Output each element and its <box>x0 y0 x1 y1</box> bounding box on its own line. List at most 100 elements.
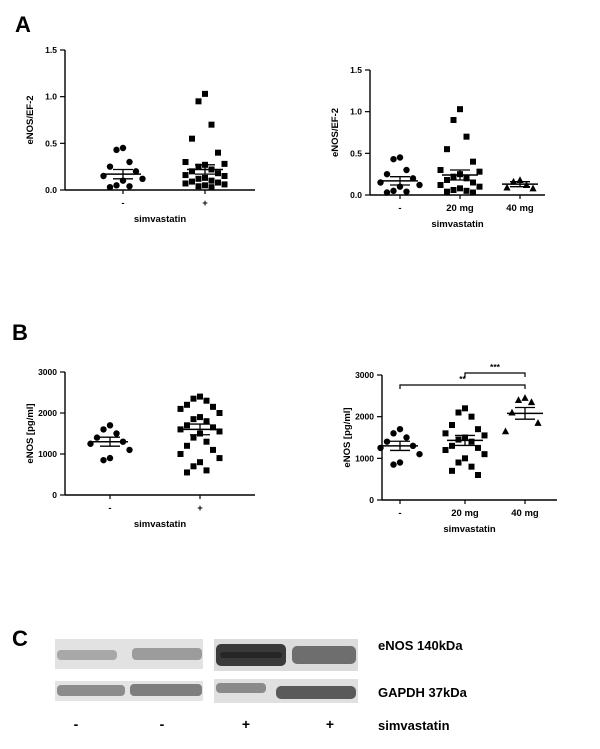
data-point <box>444 188 450 195</box>
data-point <box>215 179 221 186</box>
data-point <box>396 154 404 161</box>
data-point <box>203 418 210 425</box>
data-point <box>93 434 101 441</box>
data-point <box>455 409 462 416</box>
x-tick-label: + <box>202 198 208 209</box>
data-point <box>470 189 476 196</box>
data-point <box>202 90 208 97</box>
y-tick-label: 0.0 <box>45 185 57 195</box>
data-point <box>106 184 114 191</box>
y-tick-label: 0.5 <box>45 138 57 148</box>
data-point <box>216 455 223 462</box>
lane-label-4: + <box>325 716 335 732</box>
data-point <box>437 167 444 173</box>
data-point <box>195 175 202 182</box>
chart-b-right: 0 1000 2000 3000 eNOS [pg/ml] - 20 mg 40 mg simv… <box>342 362 557 535</box>
band-enos-lane4 <box>292 646 356 664</box>
blot-label-gapdh: GAPDH 37kDa <box>378 685 467 700</box>
data-point <box>442 430 449 437</box>
data-point <box>444 177 450 183</box>
data-point <box>442 447 449 453</box>
data-point <box>126 446 133 454</box>
data-point <box>383 438 391 445</box>
chart-b-left: 0 1000 2000 3000 eNOS [pg/ml] - + simvastatin <box>25 367 255 530</box>
panel-label-a: A <box>15 12 31 37</box>
data-point <box>463 133 470 140</box>
data-point <box>462 405 468 412</box>
data-point <box>403 188 410 195</box>
data-point <box>449 467 455 474</box>
data-point <box>203 397 210 404</box>
data-point <box>190 395 197 402</box>
y-axis-label: eNOS/EF-2 <box>25 95 36 144</box>
panel-label-b: B <box>12 320 28 345</box>
data-point <box>468 438 475 445</box>
significance-bracket <box>464 372 526 377</box>
y-tick-label: 2000 <box>38 408 57 418</box>
data-point <box>450 187 457 193</box>
data-point <box>475 472 481 478</box>
y-tick-label: 1000 <box>38 449 57 459</box>
data-point <box>390 187 397 195</box>
x-tick-label: - <box>121 198 124 209</box>
x-axis-label: simvastatin <box>431 219 483 230</box>
data-point <box>208 177 215 184</box>
data-point <box>189 178 195 185</box>
data-point <box>534 419 542 426</box>
y-tick-label: 0.5 <box>350 148 362 158</box>
data-point <box>383 189 391 196</box>
data-point <box>189 135 195 142</box>
data-point <box>202 182 208 189</box>
data-point <box>197 414 203 421</box>
data-point <box>126 158 133 166</box>
x-tick-label: - <box>108 503 111 514</box>
data-point <box>203 438 210 445</box>
data-point <box>195 163 202 170</box>
data-point <box>416 181 423 189</box>
data-point <box>208 121 215 128</box>
data-point <box>182 159 189 165</box>
data-point <box>449 422 455 428</box>
data-point <box>197 459 203 466</box>
data-point <box>403 166 410 174</box>
y-axis-label: eNOS [pg/ml] <box>25 403 36 463</box>
data-point <box>113 146 120 154</box>
blot-label-enos: eNOS 140kDa <box>378 638 463 653</box>
data-point <box>132 168 140 175</box>
data-point <box>437 182 444 188</box>
data-point <box>195 98 202 105</box>
data-point <box>416 450 423 458</box>
data-point <box>476 183 483 190</box>
y-tick-label: 0 <box>52 490 57 500</box>
x-axis-label: simvastatin <box>134 214 186 225</box>
data-point <box>190 463 197 470</box>
data-point <box>390 155 397 163</box>
data-point <box>527 398 536 406</box>
y-tick-label: 0.0 <box>350 190 362 200</box>
lane-label-1: - <box>73 716 79 732</box>
data-point <box>106 422 114 429</box>
data-point <box>184 442 190 449</box>
data-point <box>444 146 450 153</box>
x-tick-label: 40 mg <box>506 203 534 214</box>
data-point <box>203 467 210 474</box>
data-point <box>468 413 475 420</box>
band-gapdh-lane3 <box>216 683 266 693</box>
data-point <box>476 168 483 175</box>
data-point <box>139 175 146 182</box>
y-tick-label: 2000 <box>355 412 374 422</box>
data-point <box>457 106 463 113</box>
data-point <box>470 179 476 186</box>
chart-a-right: 0.0 0.5 1.0 1.5 eNOS/EF-2 - 20 mg 40 mg simvasta… <box>330 65 545 230</box>
data-point <box>100 426 107 433</box>
x-tick-label: 20 mg <box>451 508 479 519</box>
data-point <box>126 183 133 190</box>
x-axis-label: simvastatin <box>134 519 186 530</box>
x-axis-label: simvastatin <box>443 524 495 535</box>
data-point <box>190 434 197 441</box>
band-enos-lane1 <box>57 650 117 660</box>
data-point <box>113 430 120 437</box>
data-point <box>208 184 215 191</box>
data-point <box>177 405 184 412</box>
significance-label: *** <box>490 362 501 372</box>
